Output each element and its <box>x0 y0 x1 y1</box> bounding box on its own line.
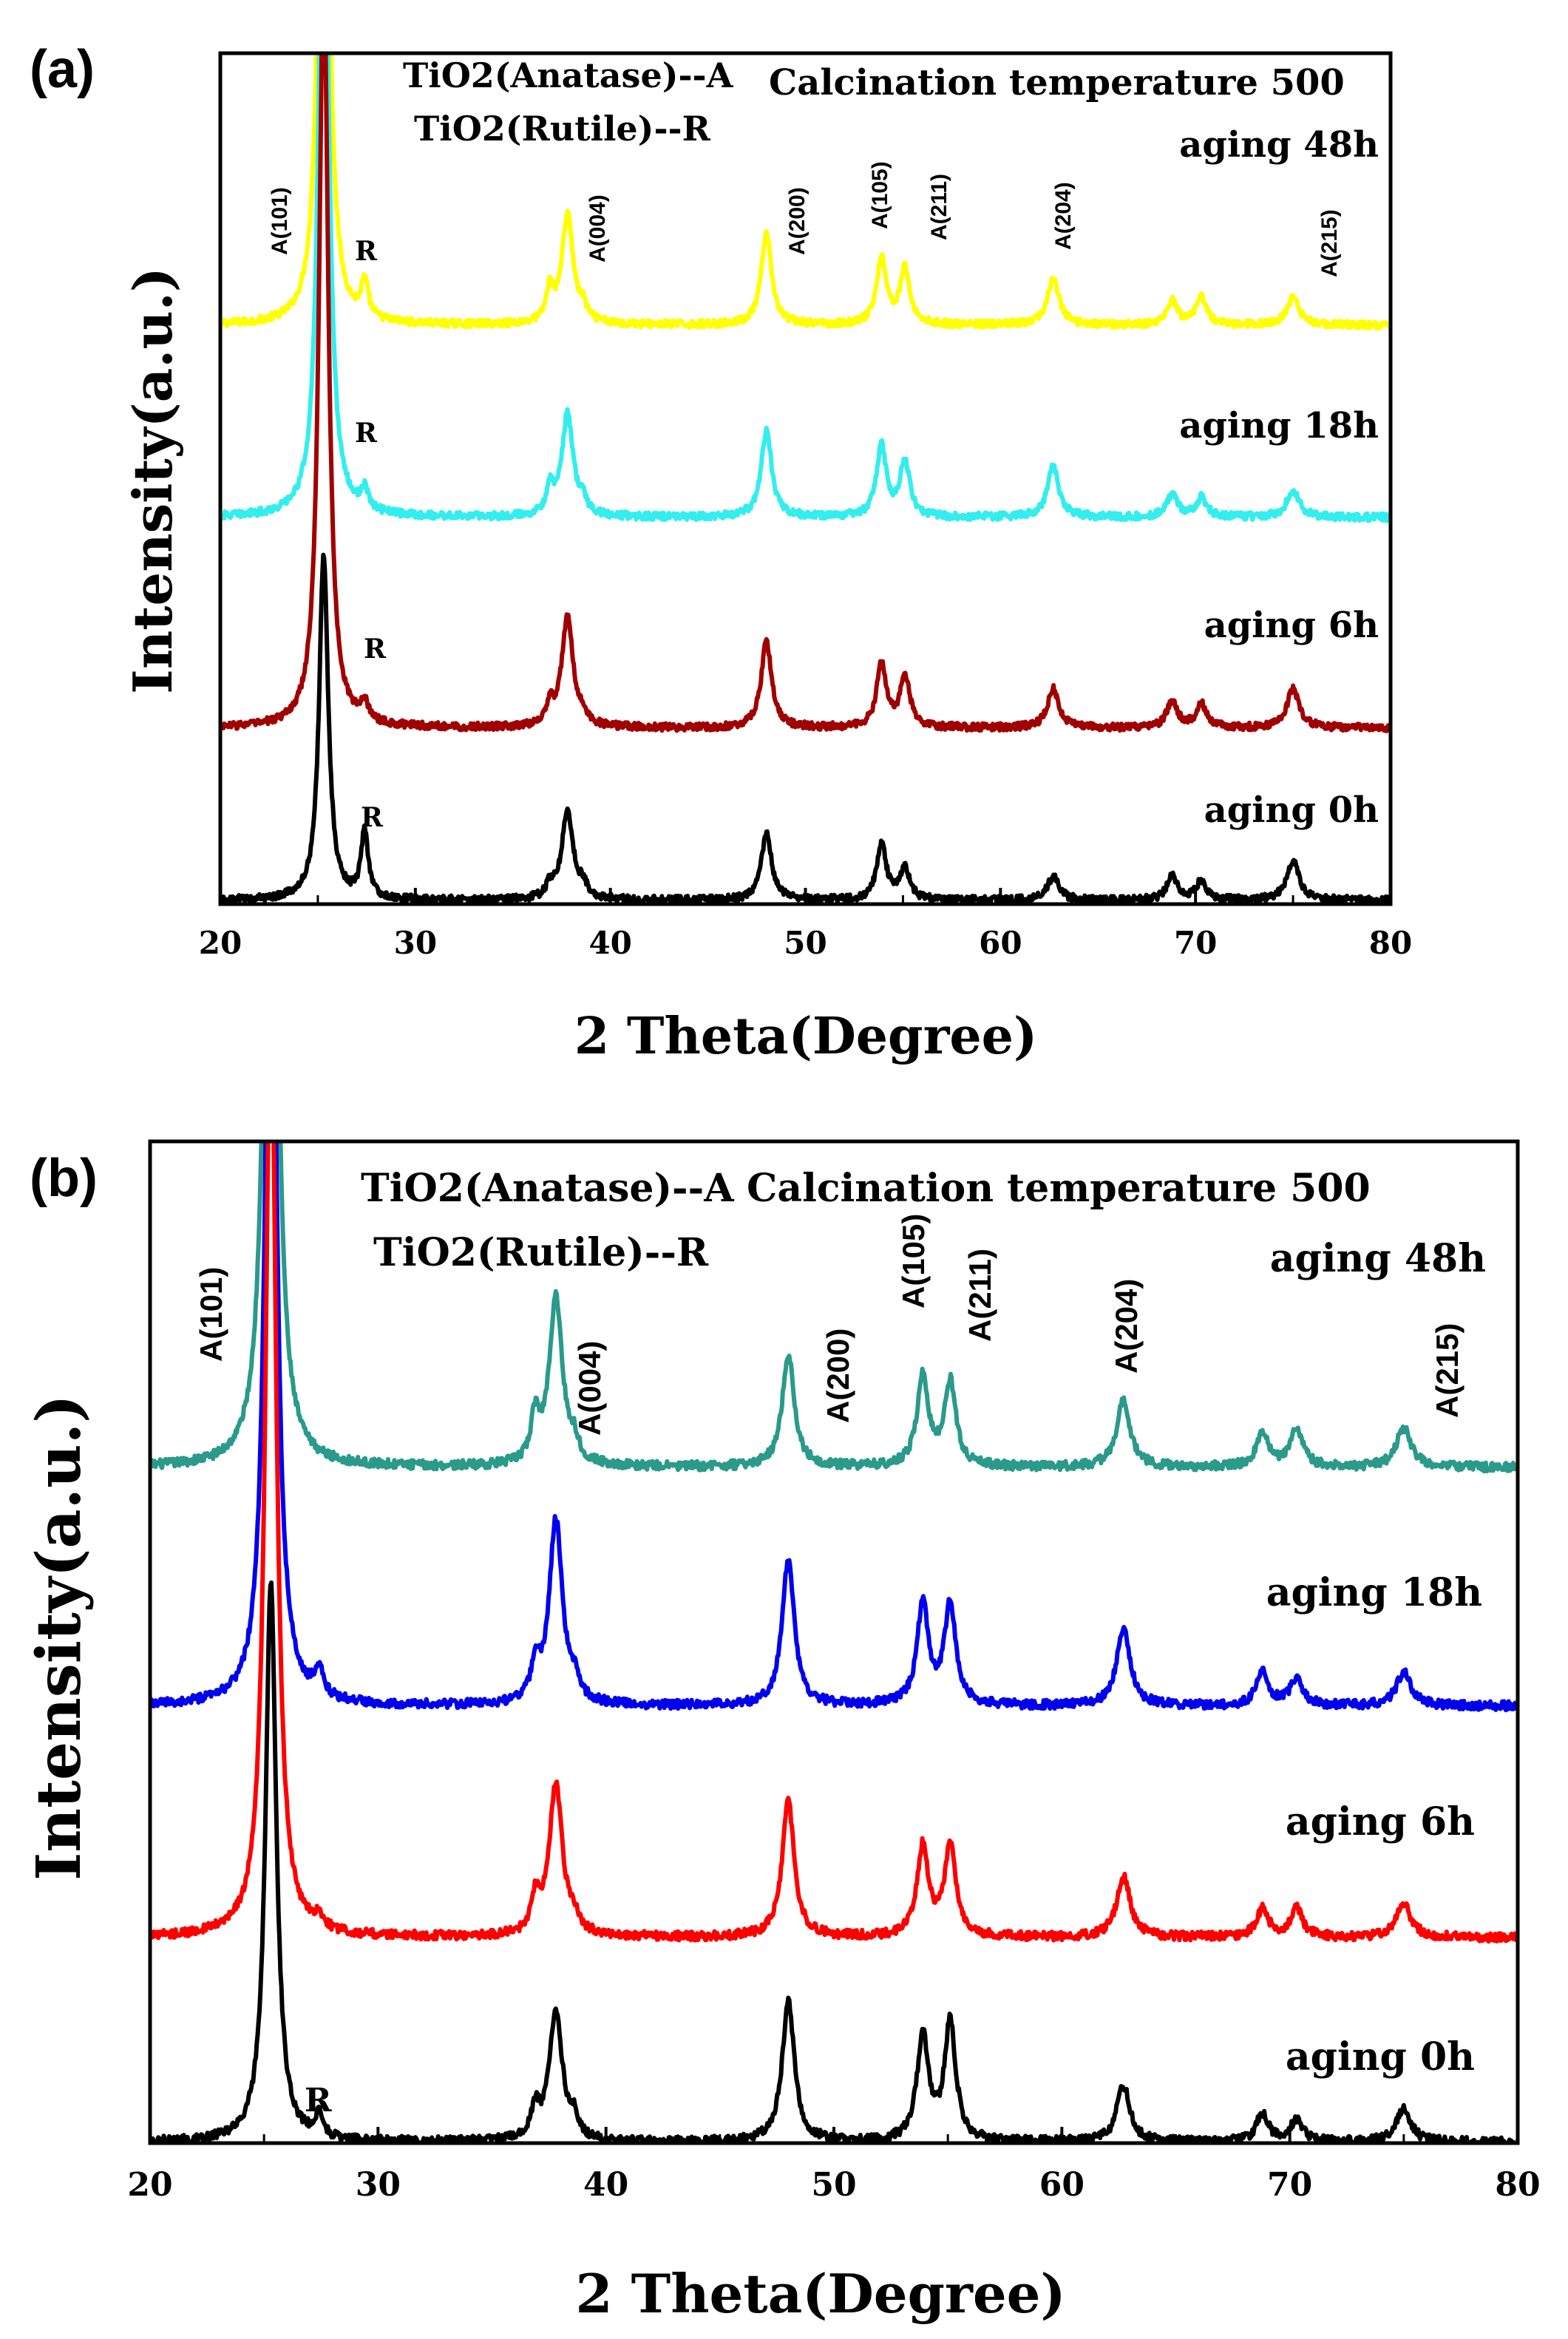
series-line-aging-18h <box>150 1141 1518 1713</box>
panel-a-peak-label-a215: A(215) <box>1317 209 1342 277</box>
panel-b-rutile-marker-0h: R <box>305 2082 332 2119</box>
series-line-aging-18h <box>220 53 1391 523</box>
panel-b-peak-label-a105: A(105) <box>896 1214 931 1308</box>
panel-a-rutile-marker-18h: R <box>355 418 378 449</box>
panel-b-chart: (b) 20 30 40 50 60 70 80 2 Theta(Degree) Inten… <box>24 1139 1541 2325</box>
x-tick-label: 60 <box>1039 2166 1085 2204</box>
x-tick-label: 50 <box>811 2166 856 2204</box>
x-tick-label: 40 <box>583 2166 628 2204</box>
panel-b-series-label-18h: aging 18h <box>1266 1570 1482 1615</box>
panel-a-rutile-marker-6h: R <box>364 634 387 665</box>
panel-a-peak-label-a200: A(200) <box>785 187 810 255</box>
panel-a-peak-label-a211: A(211) <box>927 174 951 240</box>
panel-a-legend-rutile: TiO2(Rutile)--R <box>414 109 711 149</box>
series-line-aging-6h <box>150 1141 1518 1944</box>
panel-b-plot-frame <box>148 1139 1520 2145</box>
panel-a-rutile-marker-0h: R <box>361 802 384 833</box>
x-tick-label: 30 <box>356 2166 401 2204</box>
panel-b-peak-label-a215: A(215) <box>1430 1323 1465 1418</box>
x-tick-label: 20 <box>127 2166 172 2204</box>
panel-a-y-axis-title: Intensity(a.u.) <box>121 267 184 694</box>
panel-b-label: (b) <box>30 1149 98 1208</box>
panel-a-series-label-48h: aging 48h <box>1179 124 1379 166</box>
x-tick-label: 50 <box>784 925 827 961</box>
panel-a-series-label-6h: aging 6h <box>1204 605 1379 646</box>
x-tick-label: 40 <box>588 925 631 961</box>
panel-a-series-label-18h: aging 18h <box>1179 405 1379 447</box>
panel-b-peak-label-a101: A(101) <box>194 1267 228 1362</box>
series-line-aging-48h <box>220 53 1391 331</box>
x-tick-label: 20 <box>199 925 242 961</box>
panel-a-x-axis-title: 2 Theta(Degree) <box>574 1007 1037 1066</box>
panel-b-series-label-6h: aging 6h <box>1286 1799 1475 1844</box>
panel-a-label: (a) <box>30 40 95 99</box>
panel-b-calcination-annotation: Calcination temperature 500 <box>747 1166 1371 1211</box>
x-tick-label: 30 <box>394 925 437 961</box>
x-tick-label: 70 <box>1174 925 1217 961</box>
x-tick-label: 70 <box>1267 2166 1312 2204</box>
panel-b-legend-anatase: TiO2(Anatase)--A <box>361 1166 734 1211</box>
x-tick-label: 60 <box>979 925 1022 961</box>
panel-a-peak-label-a105: A(105) <box>868 161 892 229</box>
panel-b-y-axis-title: Intensity(a.u.) <box>24 1394 95 1881</box>
panel-a-rutile-marker-48h: R <box>355 236 378 267</box>
panel-b-peak-label-a200: A(200) <box>821 1328 855 1423</box>
panel-b-series-label-48h: aging 48h <box>1270 1236 1486 1281</box>
panel-a-chart: (a) 20 30 40 50 60 70 80 2 Theta(Degree) Inten… <box>30 40 1412 1066</box>
series-line-aging-6h <box>220 53 1391 733</box>
panel-a-plot-frame <box>218 51 1393 906</box>
panel-b-series-label-0h: aging 0h <box>1286 2034 1475 2080</box>
panel-b-x-axis: 20 30 40 50 60 70 80 <box>127 2127 1541 2204</box>
panel-b-peak-label-a204: A(204) <box>1109 1279 1144 1374</box>
x-tick-label: 80 <box>1495 2166 1540 2204</box>
panel-b-x-axis-title: 2 Theta(Degree) <box>575 2262 1065 2325</box>
panel-a-calcination-annotation: Calcination temperature 500 <box>769 62 1345 103</box>
panel-a-series-label-0h: aging 0h <box>1204 790 1379 831</box>
panel-a-peak-label-a004: A(004) <box>586 194 610 262</box>
series-line-aging-48h <box>150 1141 1518 1474</box>
panel-a-peak-label-a204: A(204) <box>1051 182 1076 250</box>
x-tick-label: 80 <box>1369 925 1412 961</box>
panel-a-legend-anatase: TiO2(Anatase)--A <box>403 55 734 95</box>
panel-a-peak-label-a101: A(101) <box>268 187 292 255</box>
panel-b-legend-rutile: TiO2(Rutile)--R <box>373 1230 709 1275</box>
panel-b-peak-label-a004: A(004) <box>572 1341 607 1436</box>
panel-b-peak-label-a211: A(211) <box>963 1249 997 1342</box>
panel-a-x-axis: 20 30 40 50 60 70 80 <box>199 888 1412 961</box>
